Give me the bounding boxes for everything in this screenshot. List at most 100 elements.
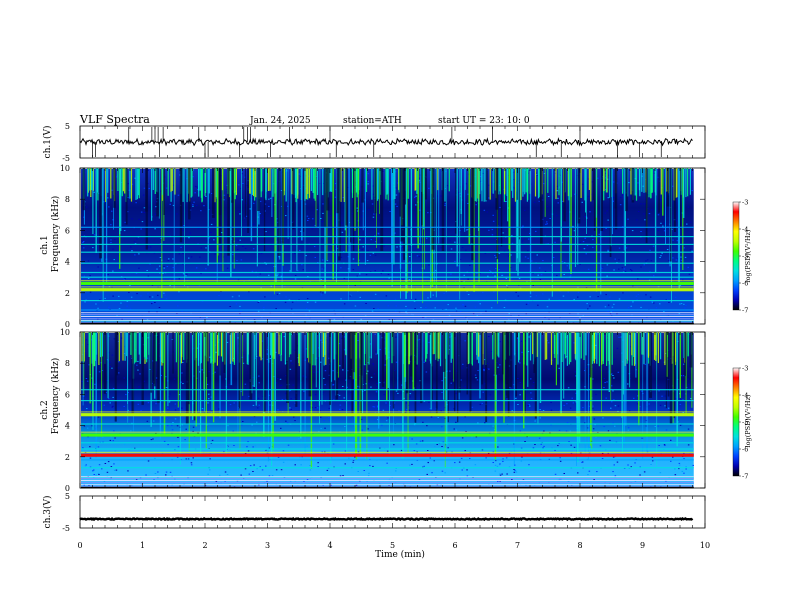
ch2-spectrogram-speckle [149, 369, 151, 370]
ch1-spectrogram-dark-gap [292, 168, 295, 230]
ch2-spectrogram-speckle [280, 469, 283, 471]
ch2-spectrogram-speckle [440, 484, 442, 486]
ch2-spectrogram-dark-gap [665, 332, 667, 409]
ch1-spectrogram-upper-emission [310, 168, 312, 191]
ch2-spectrogram-speckle [293, 416, 295, 418]
ch1-spectrogram-speckle [640, 203, 642, 205]
ch2-spectrogram-speckle [384, 416, 387, 418]
ch1-spectrogram-upper-emission [685, 168, 687, 198]
ch1-spectrogram-dark-gap [247, 168, 249, 233]
ch1-spectrogram-lowfreq-line [81, 316, 694, 317]
ch1-spectrogram-speckle [628, 245, 630, 247]
ch1-spectrogram-speckle [575, 319, 577, 321]
ch1-spectrogram-band [81, 300, 694, 302]
ch1-spectrogram-speckle [499, 206, 501, 208]
ch2-spectrogram-speckle [610, 407, 612, 409]
ch2-spectrogram-upper-emission [633, 332, 636, 366]
ch2-spectrogram-speckle [550, 402, 552, 403]
ch1-spectrogram-dark-gap [263, 168, 266, 252]
ch2-spectrogram-upper-emission [653, 332, 656, 360]
ch2-spectrogram-upper-emission [631, 332, 633, 356]
ch2-spectrogram-speckle [605, 449, 607, 451]
ch1-spectrogram-speckle [308, 310, 311, 312]
ch2-spectrogram-speckle [233, 402, 235, 404]
ch2-spectrogram-speckle [82, 395, 85, 397]
ch2-spectrogram-sferic [83, 332, 85, 396]
ch2-spectrogram-dark-gap [515, 332, 517, 397]
ch1-spectrogram-speckle [278, 292, 281, 294]
ch2-spectrogram-speckle [247, 441, 249, 443]
ch2-spectrogram-speckle [224, 471, 227, 473]
ch1-spectrogram-speckle [95, 303, 97, 305]
ch1-spectrogram-speckle [544, 270, 547, 272]
ch2-spectrogram-speckle [498, 418, 501, 419]
ch2-spectrogram-speckle [143, 380, 145, 382]
ch2-spectrogram-upper-emission [451, 332, 453, 359]
ch1-voltage-ytick-label: -5 [62, 154, 70, 163]
ch2-spectrogram-speckle [82, 447, 84, 449]
ch2-spectrogram-speckle [176, 425, 179, 427]
ch1-spectrogram-speckle [265, 231, 267, 233]
ch2-spectrogram-speckle [268, 475, 271, 477]
ch2-spectrogram-speckle [147, 402, 150, 404]
ch1-spectrogram-upper-emission [152, 168, 154, 190]
ch1-spectrogram-speckle [607, 304, 610, 306]
ch2-spectrogram-speckle [685, 468, 687, 470]
ch2-spectrogram-sferic [555, 332, 557, 386]
ch2-spectrogram-speckle [103, 480, 106, 482]
ch1-spectrogram-speckle [684, 256, 687, 258]
ch2-spectrogram-upper-emission [288, 332, 290, 355]
ch1-spectrogram-sferic [460, 168, 462, 214]
ch2-spectrogram-speckle [563, 404, 565, 406]
ch2-colorbar-tick-label: -7 [742, 473, 748, 481]
ch2-spectrogram-upper-emission [181, 332, 183, 358]
ch2-spectrogram-speckle [577, 472, 579, 474]
ch2-spectrogram-speckle [190, 464, 193, 466]
ch1-spectrogram-speckle [394, 310, 397, 312]
ch1-spectrogram-speckle [320, 279, 323, 280]
ch1-spectrogram-speckle [470, 185, 472, 187]
ch1-spectrogram-sferic [417, 168, 419, 249]
ch1-spectrogram-speckle [322, 212, 324, 214]
ch1-spectrogram-dark-gap [421, 168, 423, 225]
ch2-spectrogram-speckle [252, 404, 255, 406]
ch1-spectrogram-speckle [108, 206, 110, 208]
ch2-spectrogram-speckle [332, 370, 334, 372]
ch2-spectrogram-speckle [665, 429, 668, 431]
ch1-spectrogram-speckle [545, 223, 547, 225]
ch2-spectrogram-speckle [146, 357, 149, 359]
ch1-spectrogram-speckle [262, 218, 264, 219]
ch1-spectrogram-speckle [176, 213, 178, 215]
ch2-spectrogram-upper-emission [641, 332, 643, 355]
ch1-spectrogram-upper-emission [313, 168, 315, 193]
ch2-spectrogram-upper-emission [437, 332, 439, 362]
ch1-spectrogram-speckle [612, 310, 614, 312]
ch2-spectrogram-dark-gap [392, 332, 395, 409]
ch1-spectrogram-speckle [465, 183, 467, 185]
ch2-spectrogram-speckle [542, 410, 545, 411]
ch2-spectrogram-speckle [257, 407, 259, 409]
ch1-spectrogram-upper-emission [689, 168, 691, 195]
ch2-spectrogram-speckle [152, 438, 154, 440]
ch1-spectrogram-speckle [475, 204, 477, 206]
ch2-spectrogram-speckle [488, 336, 490, 337]
ch1-spectrogram-speckle [200, 247, 203, 249]
ch2-spectrogram-speckle [225, 378, 227, 380]
ch2-spectrogram-speckle [358, 366, 361, 368]
ch1-spectrogram-speckle [180, 246, 182, 248]
ch1-spectrogram-speckle [187, 190, 189, 191]
ch2-spectrogram-speckle [254, 445, 257, 447]
ch2-spectrogram-sferic [397, 332, 399, 391]
ch1-spectrogram-speckle [569, 275, 572, 277]
ch1-spectrogram-speckle [336, 270, 339, 272]
ch1-spectrogram-speckle [197, 189, 199, 190]
ch1-spectrogram-speckle [352, 213, 354, 215]
ch1-spectrogram-speckle [490, 307, 493, 309]
ch2-colorbar-label: log(PSD)(V²/Hz) [744, 394, 752, 447]
ch1-spectrogram-dark-gap [350, 168, 352, 243]
ch1-spectrogram-speckle [394, 203, 397, 205]
ch2-spectrogram-speckle [201, 369, 203, 371]
ch1-spectrogram-speckle [131, 183, 134, 185]
ch2-spectrogram-speckle [677, 385, 679, 387]
ch2-spectrogram-speckle [328, 407, 330, 409]
